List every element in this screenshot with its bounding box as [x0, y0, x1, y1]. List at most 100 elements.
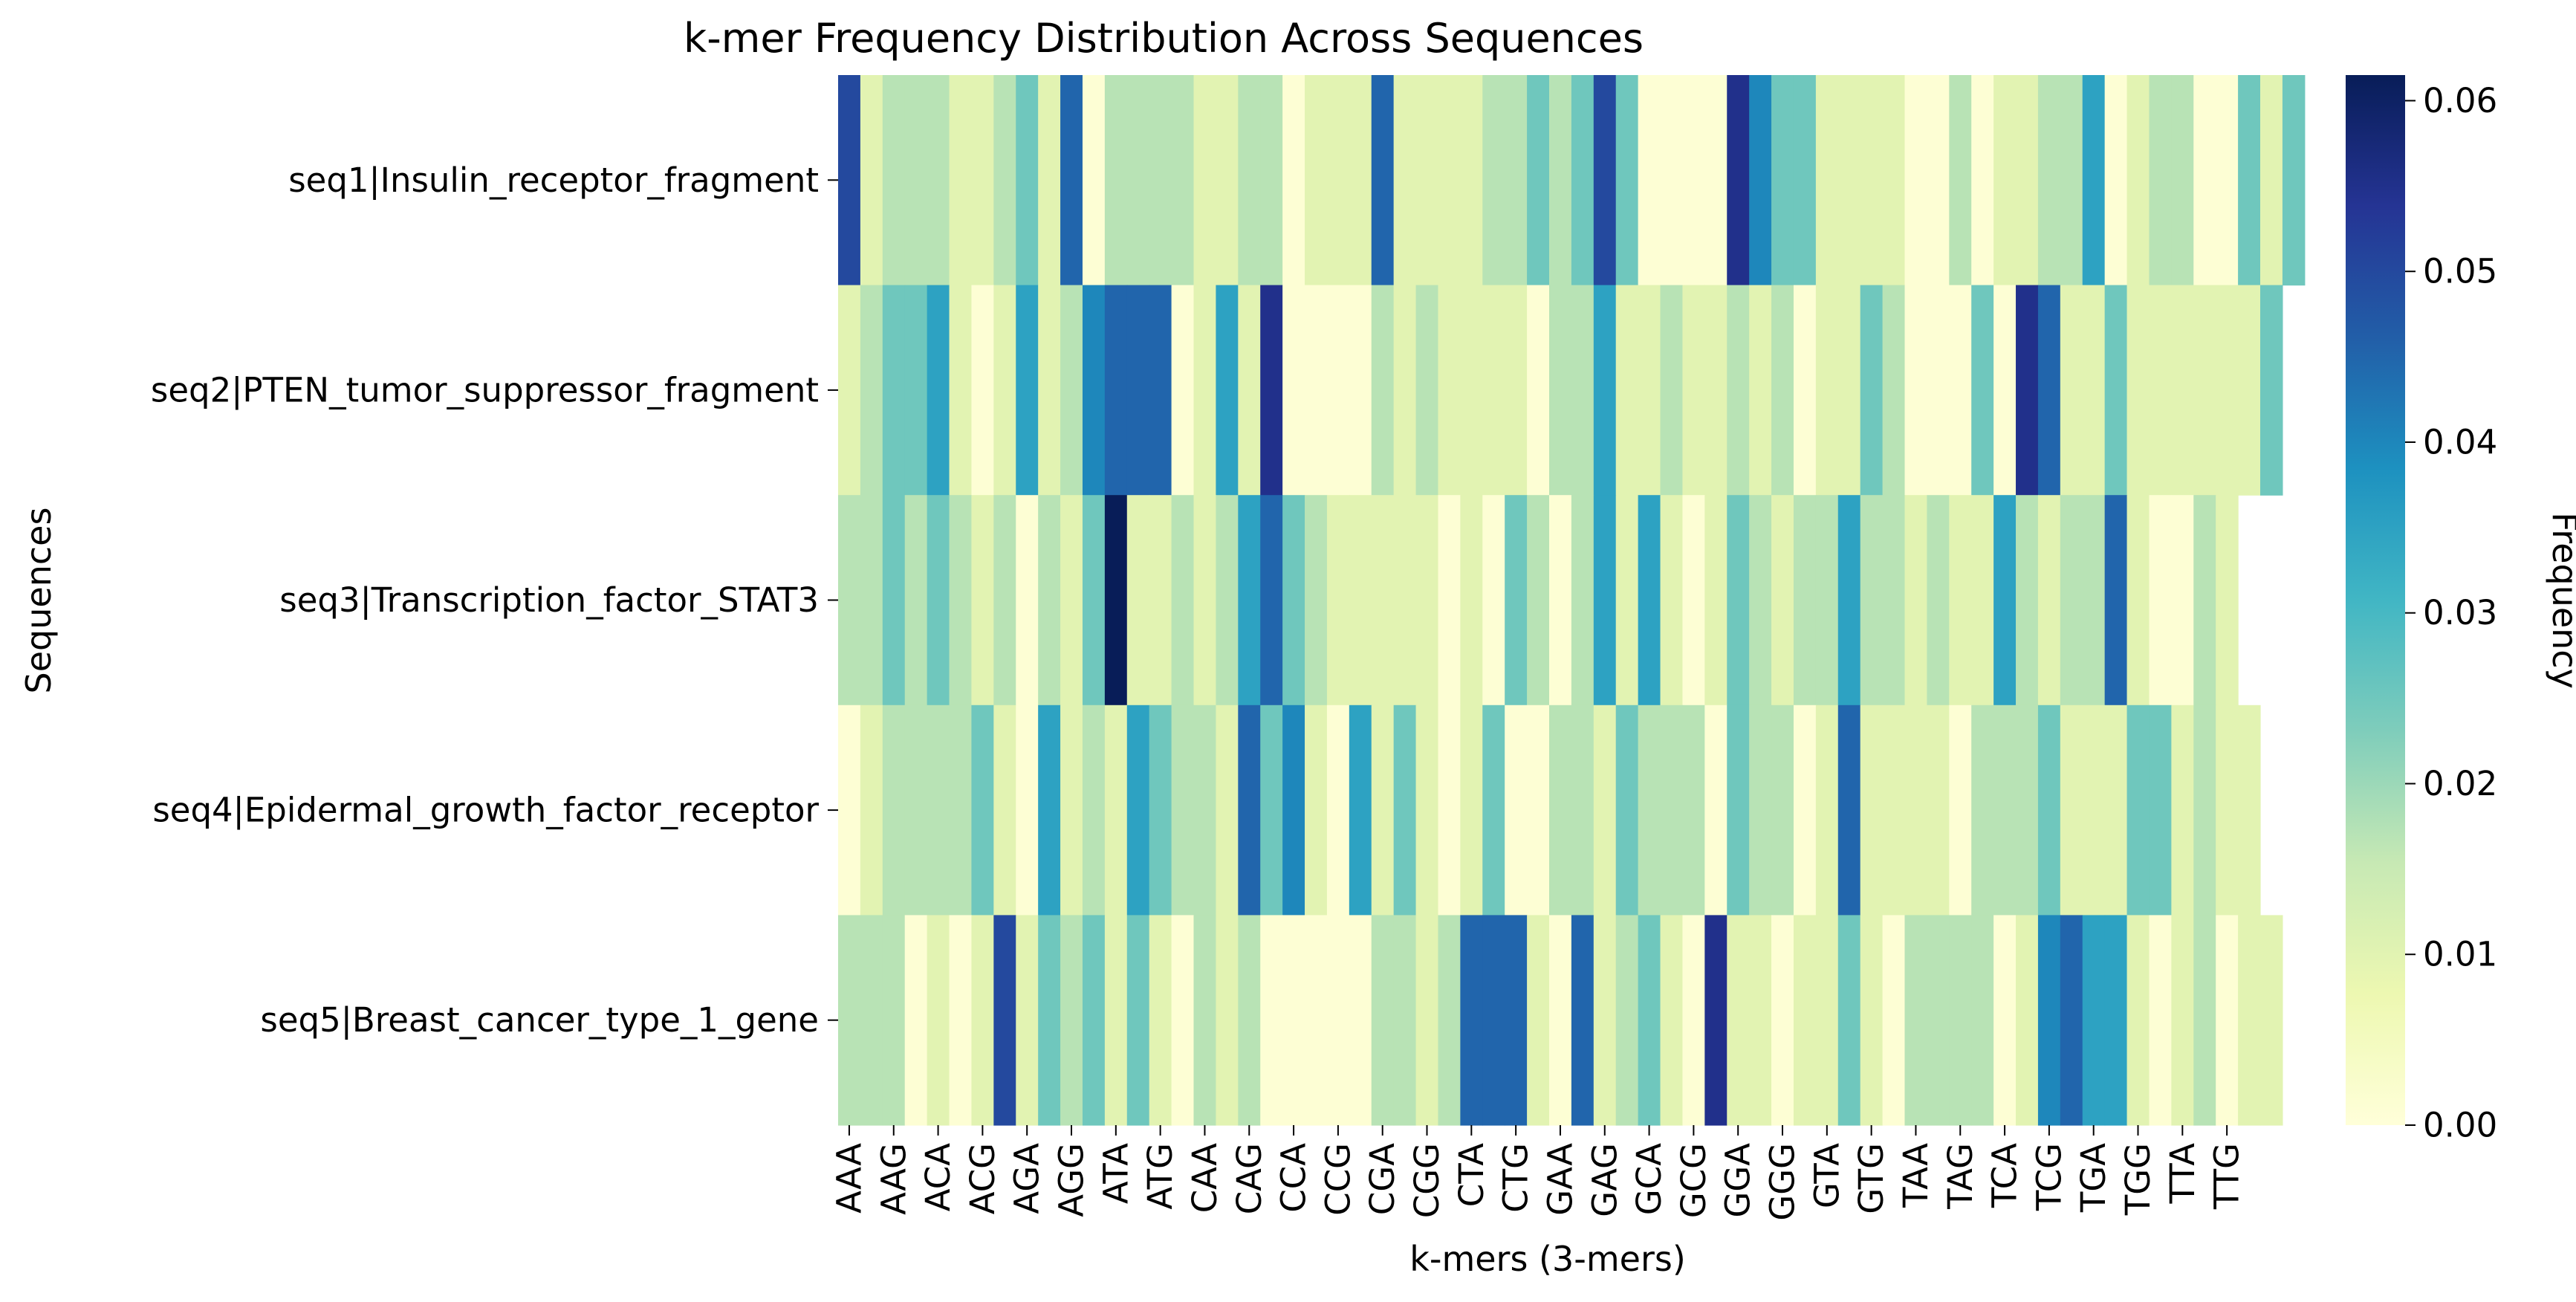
heatmap-cell — [1682, 285, 1705, 496]
heatmap-cell — [1682, 75, 1705, 286]
heatmap-cell — [904, 915, 928, 1126]
heatmap-cell — [1482, 75, 1505, 286]
heatmap-cell — [2016, 75, 2039, 286]
heatmap-cell — [1993, 495, 2017, 706]
colorbar-ticks: 0.00 0.01 0.02 0.03 0.04 0.05 0.06 — [2405, 81, 2497, 1145]
heatmap-cell — [860, 495, 883, 706]
heatmap-cell — [2060, 915, 2083, 1126]
heatmap-cell — [1260, 75, 1283, 286]
x-tick-label: CGA — [1363, 1143, 1402, 1215]
heatmap-cell — [1749, 75, 1772, 286]
heatmap-cell — [1660, 915, 1684, 1126]
heatmap-cell — [1238, 75, 1261, 286]
heatmap-cell — [1349, 915, 1372, 1126]
heatmap-cell — [1793, 285, 1817, 496]
x-tick-label: TAG — [1941, 1143, 1980, 1210]
heatmap-cell — [2149, 915, 2172, 1126]
heatmap-cell — [1904, 285, 1928, 496]
heatmap-cell — [1771, 75, 1794, 286]
heatmap-cell — [2037, 75, 2061, 286]
heatmap-cell — [1927, 285, 1950, 496]
heatmap-cell — [1882, 75, 1906, 286]
heatmap-cell — [1505, 495, 1528, 706]
heatmap-cell — [1927, 495, 1950, 706]
heatmap-cell — [1815, 705, 1839, 916]
heatmap-cell — [1971, 495, 1994, 706]
x-tick-label: CCA — [1274, 1143, 1314, 1213]
heatmap-cell — [1749, 705, 1772, 916]
heatmap-cell — [2126, 75, 2150, 286]
x-axis-ticks: AAA AAG ACA ACG AGA AGG ATA ATG CAA CAG CCA CCG CGA C… — [829, 1125, 2247, 1221]
heatmap-cell — [882, 75, 906, 286]
colorbar-tick-label: 0.06 — [2423, 81, 2497, 120]
heatmap-cell — [2238, 75, 2261, 286]
heatmap-cell — [882, 705, 906, 916]
heatmap-cell — [1038, 705, 1061, 916]
heatmap-cell — [2037, 915, 2061, 1126]
heatmap-cell — [927, 705, 950, 916]
heatmap-cell — [1593, 495, 1617, 706]
heatmap-cell — [1415, 915, 1439, 1126]
heatmap-cell — [1171, 75, 1195, 286]
heatmap-cell — [2060, 285, 2083, 496]
heatmap-cell — [1482, 705, 1505, 916]
heatmap-cell — [1682, 495, 1705, 706]
heatmap-cell — [1060, 915, 1083, 1126]
heatmap-cell — [1949, 915, 1972, 1126]
heatmap-cell — [2171, 495, 2194, 706]
heatmap-cell — [1193, 705, 1217, 916]
heatmap-cell — [1171, 915, 1195, 1126]
x-axis-label: k-mers (3-mers) — [1409, 1239, 1686, 1279]
heatmap-cell — [1460, 495, 1483, 706]
heatmap-cell — [1793, 495, 1817, 706]
heatmap-cell — [971, 915, 994, 1126]
heatmap-cell — [993, 75, 1016, 286]
heatmap-cell — [1882, 285, 1906, 496]
heatmap-cell — [1638, 705, 1661, 916]
heatmap-cell — [1415, 285, 1439, 496]
heatmap-cell — [1371, 705, 1395, 916]
heatmap-cell — [949, 285, 973, 496]
heatmap-cell — [1571, 705, 1594, 916]
heatmap-cell — [1837, 75, 1861, 286]
heatmap-cell — [1949, 285, 1972, 496]
heatmap-cell — [1993, 285, 2017, 496]
heatmap-cell — [1038, 915, 1061, 1126]
heatmap-cell — [1393, 495, 1417, 706]
x-tick-label: CAA — [1185, 1143, 1224, 1213]
heatmap-cell — [1282, 495, 1305, 706]
heatmap-cell — [1860, 915, 1884, 1126]
x-tick-label: TGG — [2118, 1143, 2158, 1216]
heatmap-cell — [1727, 285, 1750, 496]
heatmap-cell — [993, 495, 1016, 706]
x-tick-label: TAA — [1896, 1143, 1936, 1208]
heatmap-cell — [2171, 705, 2194, 916]
heatmap-cell — [1393, 285, 1417, 496]
heatmap-cell — [1282, 285, 1305, 496]
x-tick-label: ATA — [1096, 1143, 1135, 1204]
heatmap-cell — [1949, 75, 1972, 286]
heatmap-cell — [1815, 915, 1839, 1126]
x-tick-label: TCA — [1985, 1143, 2025, 1208]
heatmap-cell — [838, 495, 861, 706]
heatmap-cell — [1305, 495, 1328, 706]
heatmap-cell — [1171, 285, 1195, 496]
heatmap-cell — [1216, 75, 1239, 286]
heatmap-cell — [1771, 705, 1794, 916]
heatmap-cell — [2082, 705, 2106, 916]
x-tick-label: AGA — [1008, 1143, 1047, 1214]
heatmap-cell — [2171, 75, 2194, 286]
heatmap-cell — [1505, 75, 1528, 286]
heatmap-cell — [2082, 495, 2106, 706]
heatmap-cell — [1016, 915, 1039, 1126]
x-tick-label: CGG — [1407, 1143, 1447, 1218]
heatmap-cell — [1793, 705, 1817, 916]
heatmap-cell — [1082, 495, 1106, 706]
heatmap-cell — [1571, 915, 1594, 1126]
heatmap-cell — [1393, 75, 1417, 286]
heatmap-cell — [1949, 705, 1972, 916]
heatmap-cell — [1638, 75, 1661, 286]
heatmap-cell — [1149, 285, 1172, 496]
heatmap-cell — [1971, 915, 1994, 1126]
heatmap-cell — [1704, 495, 1727, 706]
